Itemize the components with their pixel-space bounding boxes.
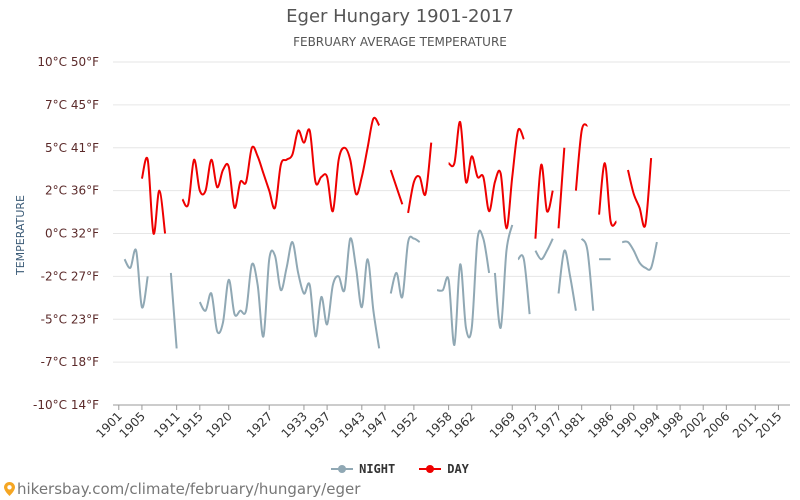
series-line-night bbox=[580, 238, 595, 311]
legend-item-day[interactable]: DAY bbox=[419, 462, 469, 476]
legend-swatch-day bbox=[419, 463, 442, 475]
series-lines bbox=[123, 116, 658, 349]
series-line-night bbox=[493, 224, 514, 329]
x-tick-label: 1937 bbox=[302, 409, 333, 440]
series-line-day bbox=[140, 156, 167, 235]
chart-subtitle: FEBRUARY AVERAGE TEMPERATURE bbox=[293, 35, 507, 49]
x-tick-label: 1952 bbox=[389, 409, 420, 440]
x-tick-label: 1920 bbox=[203, 409, 234, 440]
series-line-night bbox=[622, 240, 658, 271]
chart-title: Eger Hungary 1901-2017 bbox=[286, 6, 514, 27]
legend-label-day: DAY bbox=[447, 462, 469, 476]
x-tick-label: 1947 bbox=[360, 409, 391, 440]
y-tick-label: 0°C 32°F bbox=[45, 227, 99, 241]
grid-lines bbox=[113, 61, 790, 410]
series-line-day bbox=[389, 169, 404, 205]
series-line-night bbox=[436, 229, 491, 346]
series-line-day bbox=[557, 147, 566, 229]
x-tick-label: 2015 bbox=[753, 409, 784, 440]
x-tick-label: 1986 bbox=[585, 409, 616, 440]
y-tick-label: 7°C 45°F bbox=[45, 98, 99, 112]
series-line-day bbox=[574, 123, 589, 191]
x-tick-label: 2002 bbox=[678, 409, 709, 440]
x-tick-label: 1943 bbox=[336, 409, 367, 440]
y-tick-label: -2°C 27°F bbox=[41, 269, 99, 283]
y-tick-label: 10°C 50°F bbox=[37, 55, 99, 69]
x-tick-label: 1973 bbox=[510, 409, 541, 440]
y-tick-labels: 10°C 50°F 7°C 45°F 5°C 41°F 2°C 36°F 0°C 32°… bbox=[33, 55, 99, 412]
y-tick-label: -7°C 18°F bbox=[41, 355, 99, 369]
x-tick-label: 1911 bbox=[151, 409, 182, 440]
footer-url: hikersbay.com/climate/february/hungary/e… bbox=[17, 480, 361, 498]
series-line-night bbox=[389, 235, 421, 299]
series-line-day bbox=[181, 116, 381, 213]
series-line-night bbox=[517, 254, 531, 315]
x-tick-label: 1933 bbox=[279, 409, 310, 440]
x-tick-label: 1962 bbox=[446, 409, 477, 440]
x-tick-label: 1958 bbox=[423, 409, 454, 440]
legend: NIGHT DAY bbox=[0, 462, 800, 476]
series-line-day bbox=[598, 162, 618, 227]
legend-label-night: NIGHT bbox=[359, 462, 396, 476]
series-line-night bbox=[557, 249, 577, 311]
legend-swatch-night bbox=[331, 463, 354, 475]
x-tick-label: 1915 bbox=[174, 409, 205, 440]
x-tick-label: 1969 bbox=[487, 409, 518, 440]
series-line-day bbox=[534, 163, 554, 239]
legend-item-night[interactable]: NIGHT bbox=[331, 462, 395, 476]
x-tick-label: 1901 bbox=[93, 409, 124, 440]
x-tick-label: 1905 bbox=[117, 409, 148, 440]
chart-plot: 10°C 50°F 7°C 45°F 5°C 41°F 2°C 36°F 0°C 32°… bbox=[33, 55, 790, 441]
x-tick-label: 1998 bbox=[655, 409, 686, 440]
series-line-night bbox=[123, 248, 149, 309]
x-tick-label: 2006 bbox=[701, 409, 732, 440]
x-tick-label: 2011 bbox=[730, 409, 761, 440]
y-tick-label: -5°C 23°F bbox=[41, 312, 99, 326]
footer[interactable]: hikersbay.com/climate/february/hungary/e… bbox=[4, 480, 360, 498]
x-tick-label: 1994 bbox=[632, 409, 663, 440]
y-tick-label: 2°C 36°F bbox=[45, 184, 99, 198]
series-line-night bbox=[198, 237, 381, 349]
map-pin-icon bbox=[4, 482, 15, 496]
series-line-night bbox=[169, 272, 178, 349]
y-tick-label: -10°C 14°F bbox=[33, 398, 99, 412]
series-line-day bbox=[448, 121, 525, 230]
x-tick-label: 1990 bbox=[608, 409, 639, 440]
x-tick-label: 1977 bbox=[533, 409, 564, 440]
x-tick-label: 1927 bbox=[244, 409, 275, 440]
series-line-day bbox=[407, 142, 433, 214]
series-line-night bbox=[534, 238, 554, 261]
x-tick-label: 1981 bbox=[556, 409, 587, 440]
series-line-day bbox=[627, 157, 653, 228]
y-tick-label: 5°C 41°F bbox=[45, 141, 99, 155]
